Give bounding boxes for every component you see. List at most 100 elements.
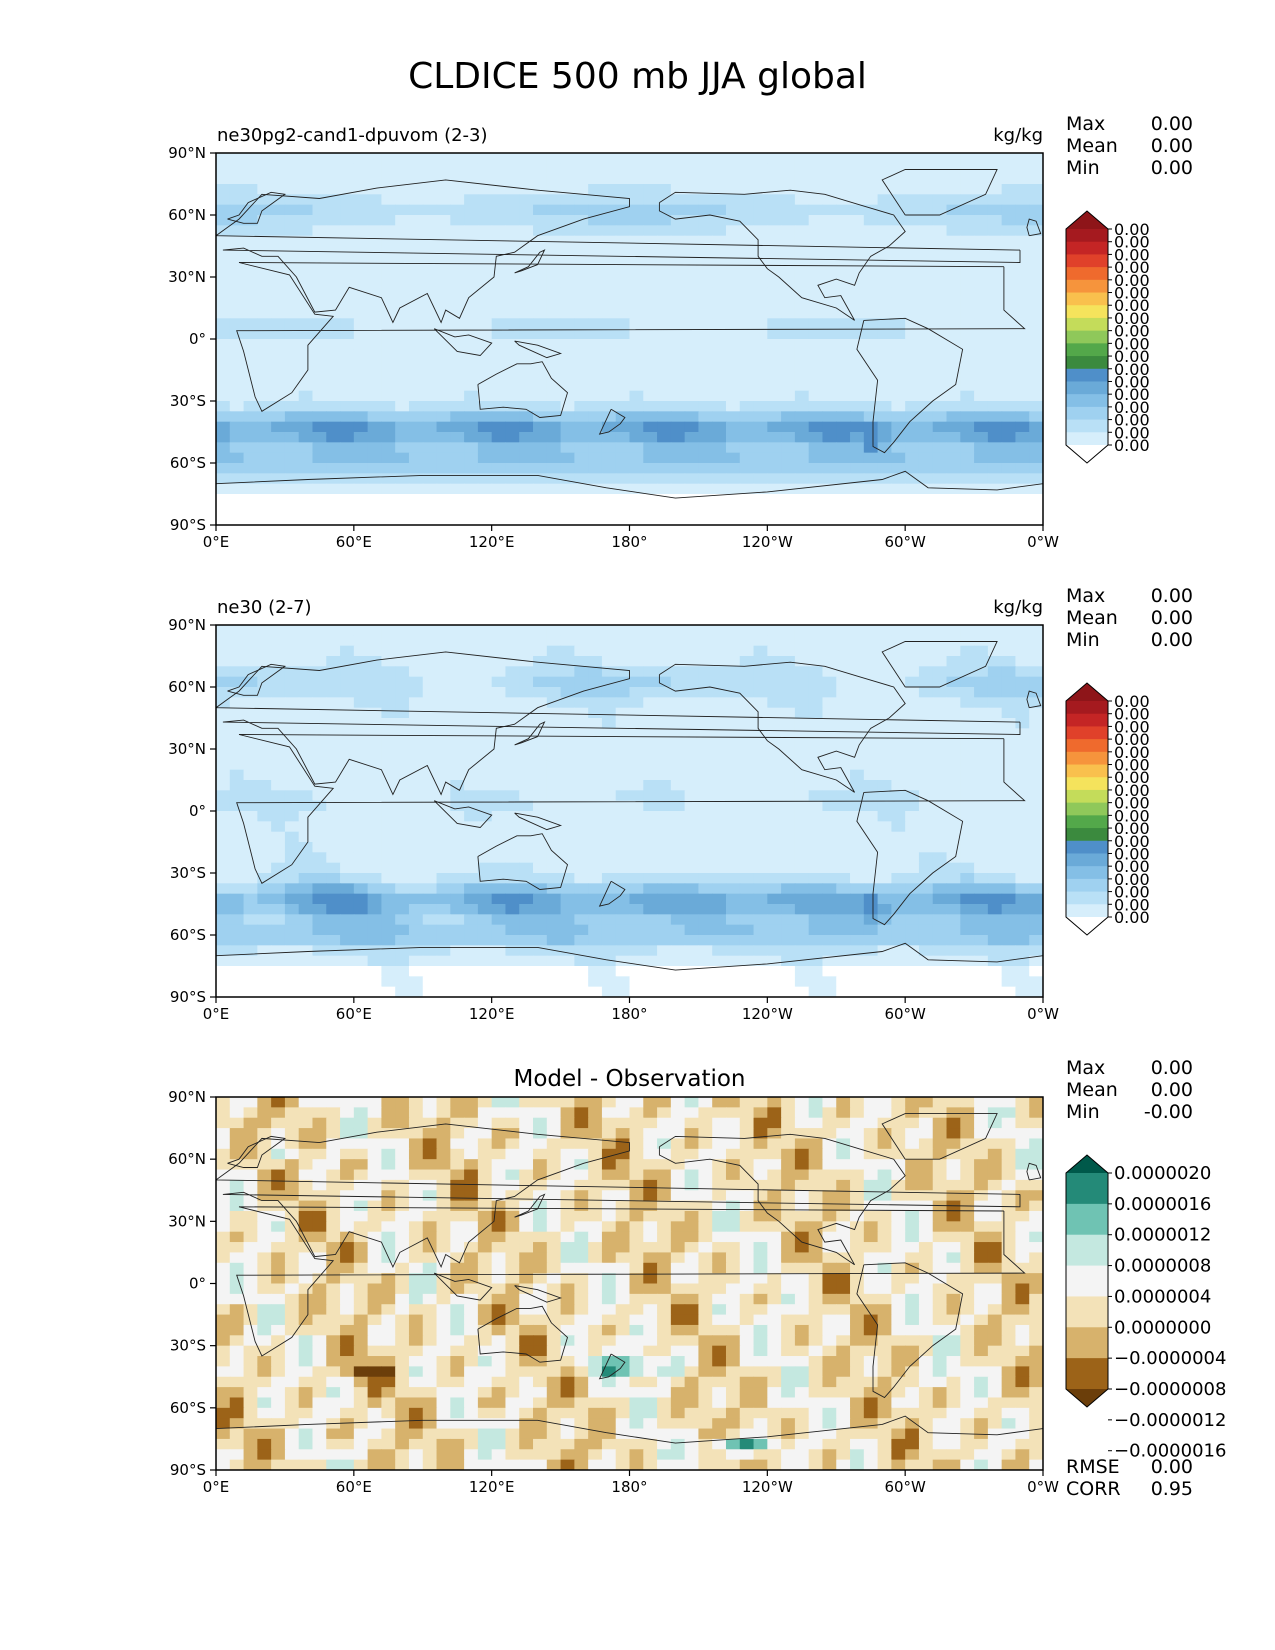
field-cell <box>794 442 810 454</box>
field-cell <box>436 401 451 412</box>
field-cell <box>546 287 562 299</box>
field-cell <box>670 1138 686 1150</box>
colorbar-tick-label: 0.00 <box>1114 870 1150 889</box>
field-cell <box>1001 1159 1017 1171</box>
field-cell <box>712 163 727 175</box>
field-cell <box>918 421 934 433</box>
field-cell <box>229 966 245 977</box>
field-cell <box>243 452 258 464</box>
field-cell <box>615 687 631 698</box>
field-cell <box>546 1117 562 1129</box>
field-cell <box>657 370 672 381</box>
field-cell <box>767 411 782 423</box>
field-cell <box>436 339 451 350</box>
field-cell <box>767 297 782 309</box>
field-cell <box>629 256 644 268</box>
field-cell <box>588 473 603 485</box>
field-cell <box>863 873 879 884</box>
field-cell <box>918 749 934 760</box>
field-cell <box>781 790 796 802</box>
field-cell <box>808 473 824 485</box>
field-cell <box>519 749 534 760</box>
field-cell <box>353 769 369 781</box>
field-cell <box>381 707 396 719</box>
field-cell <box>519 697 534 709</box>
field-cell <box>974 514 989 525</box>
x-tick-label: 0°E <box>203 1005 230 1023</box>
field-cell <box>229 483 245 495</box>
field-cell <box>326 318 341 330</box>
field-cell <box>1015 697 1030 709</box>
field-cell <box>340 390 355 402</box>
field-cell <box>794 986 810 997</box>
field-cell <box>1029 494 1043 505</box>
field-cell <box>477 728 493 740</box>
field-cell <box>601 914 617 926</box>
field-cell <box>863 986 879 997</box>
field-cell <box>491 215 507 226</box>
field-cell <box>477 893 493 905</box>
field-cell <box>684 463 700 474</box>
field-cell <box>574 914 589 926</box>
field-cell <box>794 235 810 247</box>
field-cell <box>243 862 258 874</box>
field-cell <box>340 687 355 698</box>
field-cell <box>271 504 286 516</box>
field-cell <box>408 1097 424 1108</box>
field-cell <box>450 318 465 330</box>
field-cell <box>533 645 548 657</box>
field-cell <box>946 349 961 361</box>
field-cell <box>822 184 837 195</box>
field-cell <box>863 359 879 371</box>
field-cell <box>367 800 382 812</box>
field-cell <box>1029 924 1043 936</box>
field-cell <box>891 914 906 926</box>
field-cell <box>670 287 686 299</box>
field-cell <box>960 401 975 412</box>
field-cell <box>987 893 1003 905</box>
field-cell <box>932 625 948 636</box>
field-cell <box>216 463 231 474</box>
field-cell <box>546 821 562 833</box>
field-cell <box>712 800 727 812</box>
field-cell <box>519 442 534 454</box>
field-cell <box>312 194 327 206</box>
field-cell <box>918 635 934 647</box>
field-cell <box>505 215 520 226</box>
field-cell <box>367 1128 382 1140</box>
field-cell <box>519 401 534 412</box>
field-cell <box>560 728 575 740</box>
field-cell <box>794 904 810 915</box>
field-cell <box>698 707 713 719</box>
field-cell <box>533 852 548 864</box>
field-cell <box>436 790 451 802</box>
field-cell <box>229 914 245 926</box>
field-cell <box>257 215 272 226</box>
field-cell <box>1001 1117 1017 1129</box>
field-cell <box>436 452 451 464</box>
field-cell <box>808 852 824 864</box>
field-cell <box>229 163 245 175</box>
field-cell <box>519 1138 534 1150</box>
field-cell <box>340 738 355 750</box>
field-cell <box>257 339 272 350</box>
field-cell <box>464 421 479 433</box>
field-cell <box>946 697 961 709</box>
field-cell <box>588 893 603 905</box>
field-cell <box>353 504 369 516</box>
field-cell <box>905 173 920 185</box>
field-cell <box>822 390 837 402</box>
field-cell <box>712 432 727 443</box>
field-cell <box>519 718 534 729</box>
field-cell <box>381 945 396 957</box>
field-cell <box>546 656 562 667</box>
field-cell <box>932 645 948 657</box>
field-cell <box>739 780 755 791</box>
field-cell <box>436 163 451 175</box>
field-cell <box>533 390 548 402</box>
field-cell <box>891 225 906 237</box>
field-cell <box>698 635 713 647</box>
field-cell <box>243 504 258 516</box>
field-cell <box>381 966 396 977</box>
field-cell <box>340 1117 355 1129</box>
